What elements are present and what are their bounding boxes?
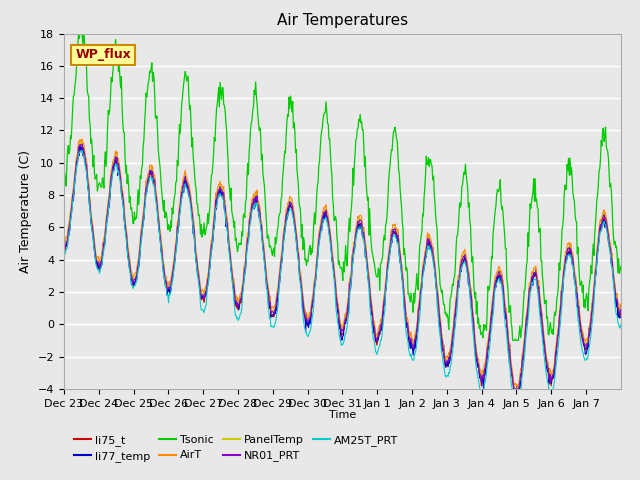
Title: Air Temperatures: Air Temperatures	[277, 13, 408, 28]
Legend: li75_t, li77_temp, Tsonic, AirT, PanelTemp, NR01_PRT, AM25T_PRT: li75_t, li77_temp, Tsonic, AirT, PanelTe…	[70, 431, 403, 467]
Text: WP_flux: WP_flux	[75, 48, 131, 61]
X-axis label: Time: Time	[329, 410, 356, 420]
Y-axis label: Air Temperature (C): Air Temperature (C)	[19, 150, 32, 273]
